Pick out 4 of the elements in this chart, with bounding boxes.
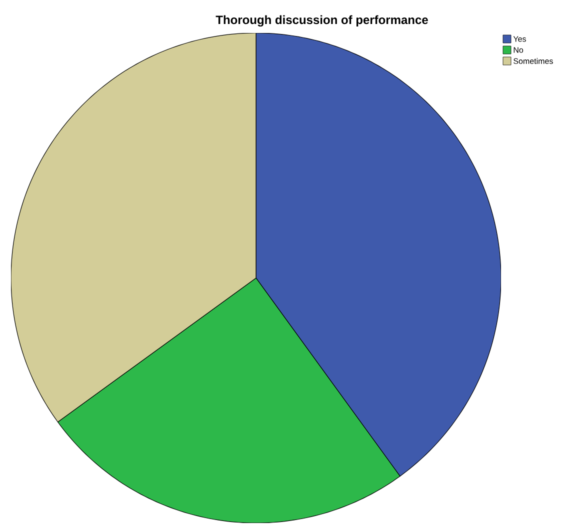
legend-label: Yes: [513, 36, 526, 42]
chart-title: Thorough discussion of performance: [216, 15, 428, 27]
legend-label: Sometimes: [514, 58, 553, 64]
legend-label: No: [514, 47, 524, 53]
